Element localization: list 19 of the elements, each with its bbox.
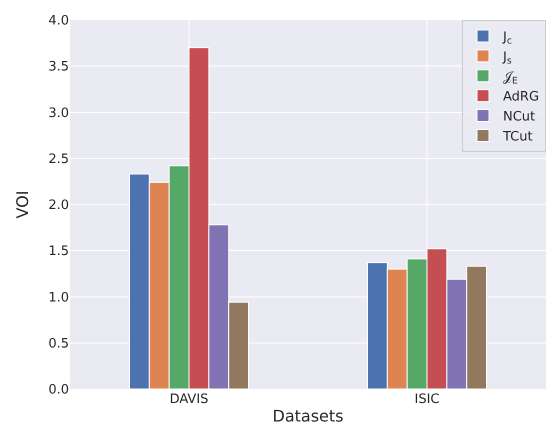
legend-label: TCut (502, 130, 533, 145)
x-tick-label: DAVIS (170, 392, 208, 407)
legend-label: J$_{s}$ (502, 50, 512, 67)
y-tick-label: 4.0 (48, 14, 69, 29)
y-tick-label: 3.5 (48, 60, 69, 75)
y-axis-title: VOI (13, 190, 32, 218)
y-tick-label: 1.5 (48, 244, 69, 260)
legend-label: NCut (503, 110, 536, 125)
y-tick-label: 0.5 (48, 336, 69, 352)
legend-label: AdRG (503, 90, 540, 105)
y-tick-label: 1.0 (48, 290, 69, 306)
y-tick-label: 2.5 (48, 152, 69, 167)
legend-label: J$_{c}$ (502, 30, 512, 47)
legend-label: 𝒥$_{E}$ (503, 70, 518, 87)
y-tick-label: 2.0 (48, 198, 69, 214)
y-tick-label: 3.0 (48, 106, 69, 121)
x-axis-title: Datasets (272, 406, 344, 426)
y-tick-label: 0.0 (48, 382, 69, 398)
x-tick-label: ISIC (414, 392, 440, 407)
